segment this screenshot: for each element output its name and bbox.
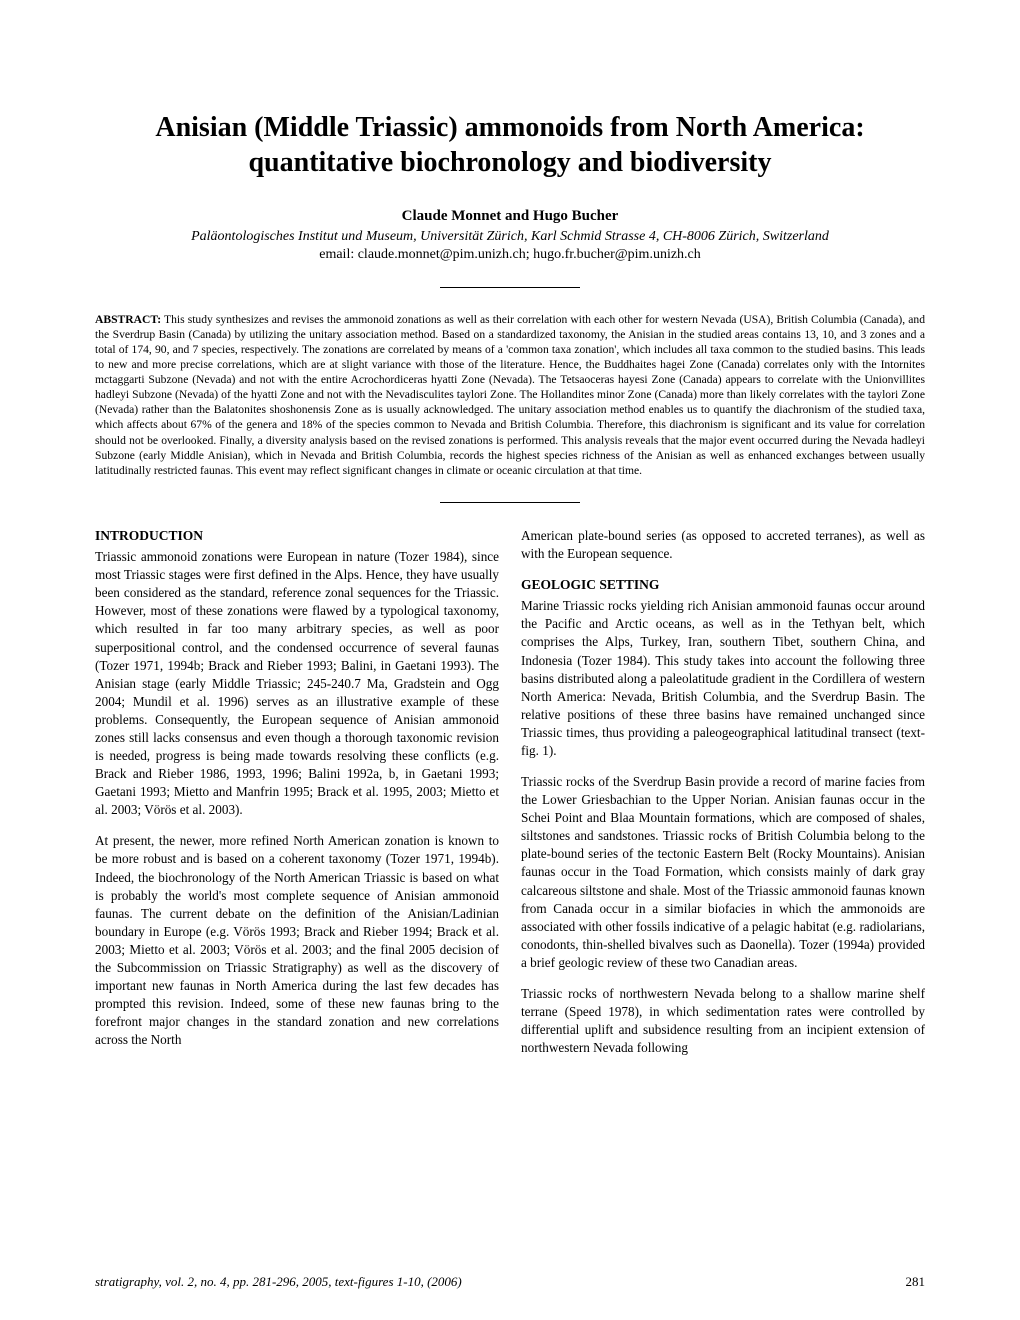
heading-geologic-setting: GEOLOGIC SETTING bbox=[521, 576, 925, 594]
abstract-block: ABSTRACT: This study synthesizes and rev… bbox=[95, 312, 925, 478]
heading-introduction: INTRODUCTION bbox=[95, 527, 499, 545]
page-footer: stratigraphy, vol. 2, no. 4, pp. 281-296… bbox=[95, 1274, 925, 1290]
intro-paragraph-2: At present, the newer, more refined Nort… bbox=[95, 832, 499, 1049]
abstract-text: This study synthesizes and revises the a… bbox=[95, 313, 925, 477]
paper-title: Anisian (Middle Triassic) ammonoids from… bbox=[95, 110, 925, 180]
geo-paragraph-2: Triassic rocks of the Sverdrup Basin pro… bbox=[521, 773, 925, 972]
abstract-label: ABSTRACT: bbox=[95, 313, 161, 326]
email: email: claude.monnet@pim.unizh.ch; hugo.… bbox=[95, 247, 925, 263]
geo-paragraph-3: Triassic rocks of northwestern Nevada be… bbox=[521, 985, 925, 1057]
affiliation: Paläontologisches Institut und Museum, U… bbox=[95, 229, 925, 245]
authors: Claude Monnet and Hugo Bucher bbox=[95, 208, 925, 225]
geo-paragraph-1: Marine Triassic rocks yielding rich Anis… bbox=[521, 597, 925, 760]
footer-citation: stratigraphy, vol. 2, no. 4, pp. 281-296… bbox=[95, 1274, 462, 1290]
divider-top bbox=[440, 287, 580, 288]
body-columns: INTRODUCTION Triassic ammonoid zonations… bbox=[95, 527, 925, 1067]
intro-paragraph-2-cont: American plate-bound series (as opposed … bbox=[521, 527, 925, 563]
footer-page-number: 281 bbox=[906, 1274, 926, 1290]
intro-paragraph-1: Triassic ammonoid zonations were Europea… bbox=[95, 548, 499, 819]
divider-bottom bbox=[440, 502, 580, 503]
